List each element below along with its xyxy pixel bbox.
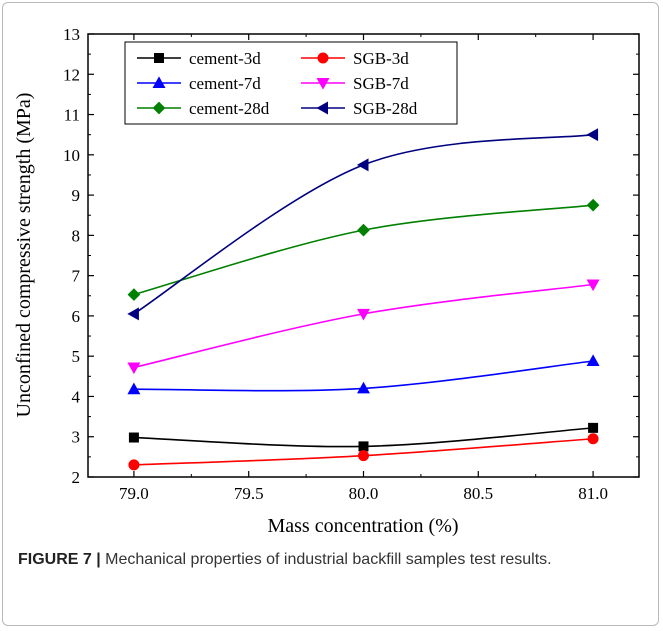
y-tick-label: 5: [72, 347, 81, 366]
x-tick-label: 81.0: [578, 484, 608, 503]
line-chart: 79.0 79.5 80.0 80.5 81.0 2 3 4 5 6 7 8 9 10 11 12 13 cem…: [13, 25, 640, 537]
data-point: [127, 362, 141, 375]
legend-marker: [154, 53, 164, 63]
legend-marker: [152, 101, 166, 115]
data-point: [357, 308, 370, 321]
data-point: [127, 288, 141, 301]
y-tick-label: 6: [72, 307, 81, 326]
y-tick-label: 2: [72, 468, 81, 487]
caption-text: Mechanical properties of industrial back…: [100, 551, 552, 568]
data-point: [586, 279, 600, 292]
series-line: [133, 283, 594, 369]
data-point: [587, 433, 599, 445]
legend-marker: [316, 78, 330, 90]
y-tick-label: 7: [72, 267, 81, 286]
y-tick-label: 3: [72, 428, 81, 447]
data-point: [358, 450, 369, 462]
series-cement-3d: [128, 422, 599, 452]
series-cement-28d: [127, 198, 600, 301]
y-tick-label: 8: [72, 226, 81, 245]
y-tick-label: 10: [63, 146, 80, 165]
data-point: [127, 382, 141, 395]
y-tick-label: 13: [63, 25, 80, 44]
figure-caption: FIGURE 7 | Mechanical properties of indu…: [18, 548, 618, 572]
data-point: [127, 307, 139, 321]
y-tick-label: 4: [72, 387, 81, 406]
data-point: [356, 158, 369, 172]
legend-label: SGB-28d: [353, 99, 418, 118]
legend: cement-3d SGB-3d cement-7d SGB-7d cement-28d…: [124, 41, 458, 125]
data-point: [128, 432, 139, 443]
legend-label: cement-7d: [189, 74, 261, 93]
series-SGB-7d: [127, 279, 600, 375]
legend-label: SGB-3d: [353, 49, 409, 68]
legend-marker: [316, 101, 328, 115]
legend-label: SGB-7d: [353, 74, 409, 93]
y-tick-label: 9: [72, 186, 81, 205]
caption-label: FIGURE 7 |: [18, 551, 101, 568]
legend-marker: [317, 52, 329, 64]
series-cement-7d: [127, 354, 600, 395]
x-tick-label: 79.5: [234, 484, 264, 503]
data-point: [357, 381, 370, 394]
legend-marker: [152, 76, 166, 88]
y-tick-label: 12: [63, 65, 80, 84]
data-point: [588, 422, 599, 433]
series-SGB-3d: [128, 433, 599, 471]
y-axis-label: Unconfined compressive strength (MPa): [13, 93, 35, 418]
legend-label: cement-28d: [189, 99, 270, 118]
series-line: [133, 204, 594, 296]
data-point: [586, 128, 599, 142]
data-point: [128, 459, 140, 471]
data-point: [357, 223, 370, 237]
x-tick-label: 79.0: [119, 484, 149, 503]
x-tick-label: 80.5: [463, 484, 493, 503]
data-point: [586, 354, 600, 367]
data-point: [358, 441, 369, 452]
x-tick-label: 80.0: [349, 484, 379, 503]
legend-label: cement-3d: [189, 49, 261, 68]
x-axis-label: Mass concentration (%): [267, 515, 458, 537]
data-point: [586, 198, 600, 212]
y-tick-label: 11: [64, 106, 80, 125]
series-SGB-28d: [127, 128, 599, 321]
